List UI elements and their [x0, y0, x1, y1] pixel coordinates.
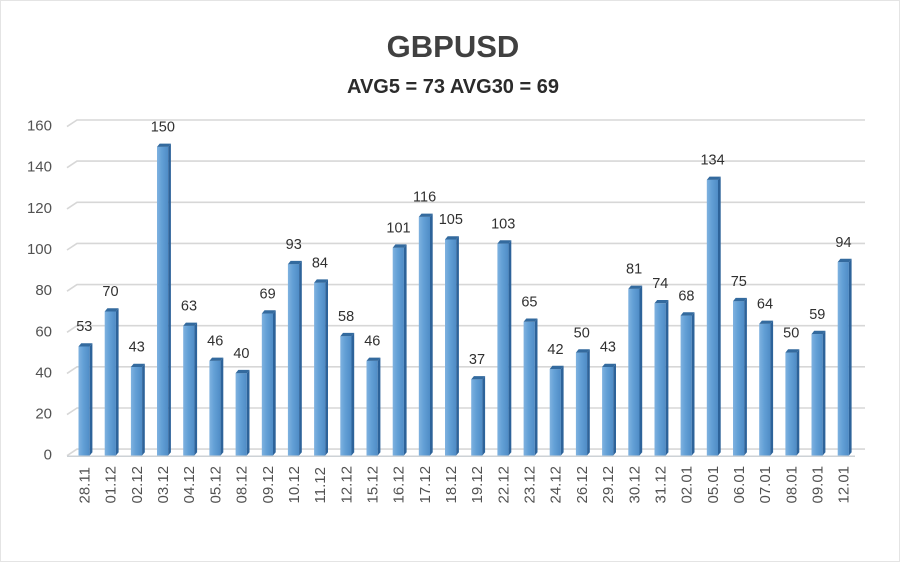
svg-text:08.12: 08.12 [234, 466, 251, 504]
svg-text:84: 84 [312, 255, 328, 271]
svg-text:60: 60 [35, 323, 52, 340]
svg-text:43: 43 [600, 340, 616, 356]
svg-text:12.01: 12.01 [836, 466, 853, 504]
svg-text:160: 160 [27, 118, 52, 135]
svg-text:02.01: 02.01 [679, 466, 696, 504]
svg-text:105: 105 [439, 212, 463, 228]
svg-text:40: 40 [35, 364, 52, 381]
svg-text:93: 93 [286, 237, 302, 253]
svg-text:24.12: 24.12 [548, 466, 565, 504]
svg-text:03.12: 03.12 [155, 466, 172, 504]
svg-text:07.01: 07.01 [757, 466, 774, 504]
svg-text:68: 68 [678, 288, 694, 304]
svg-text:94: 94 [835, 235, 851, 251]
svg-text:64: 64 [757, 297, 773, 313]
svg-text:100: 100 [27, 241, 52, 258]
svg-text:37: 37 [469, 352, 485, 368]
svg-text:29.12: 29.12 [600, 466, 617, 504]
svg-text:15.12: 15.12 [365, 466, 382, 504]
svg-text:116: 116 [413, 190, 436, 206]
svg-text:120: 120 [27, 200, 52, 217]
svg-text:58: 58 [338, 309, 354, 325]
svg-text:46: 46 [207, 334, 223, 350]
svg-text:50: 50 [783, 325, 799, 341]
svg-text:70: 70 [102, 284, 118, 300]
svg-text:06.01: 06.01 [731, 466, 748, 504]
svg-text:46: 46 [364, 334, 380, 350]
svg-text:01.12: 01.12 [103, 466, 120, 504]
svg-text:65: 65 [521, 295, 537, 311]
svg-text:10.12: 10.12 [286, 466, 303, 504]
svg-text:63: 63 [181, 299, 197, 315]
svg-text:43: 43 [129, 340, 145, 356]
svg-text:31.12: 31.12 [653, 466, 670, 504]
svg-text:103: 103 [491, 216, 515, 232]
svg-text:08.01: 08.01 [783, 466, 800, 504]
svg-text:05.12: 05.12 [207, 466, 224, 504]
svg-text:53: 53 [76, 319, 92, 335]
svg-text:12.12: 12.12 [338, 466, 355, 504]
svg-text:81: 81 [626, 262, 642, 278]
svg-text:101: 101 [386, 220, 410, 236]
svg-text:50: 50 [574, 325, 590, 341]
svg-text:42: 42 [547, 342, 563, 358]
svg-text:16.12: 16.12 [391, 466, 408, 504]
svg-text:20: 20 [35, 406, 52, 423]
svg-text:23.12: 23.12 [522, 466, 539, 504]
svg-text:150: 150 [151, 120, 175, 136]
svg-text:22.12: 22.12 [495, 466, 512, 504]
svg-text:05.01: 05.01 [705, 466, 722, 504]
svg-text:02.12: 02.12 [129, 466, 146, 504]
svg-text:09.01: 09.01 [810, 466, 827, 504]
svg-text:74: 74 [652, 276, 668, 292]
svg-text:140: 140 [27, 159, 52, 176]
svg-text:19.12: 19.12 [469, 466, 486, 504]
svg-text:18.12: 18.12 [443, 466, 460, 504]
svg-text:17.12: 17.12 [417, 466, 434, 504]
svg-text:80: 80 [35, 282, 52, 299]
svg-text:28.11: 28.11 [77, 467, 94, 503]
svg-text:75: 75 [731, 274, 747, 290]
svg-text:0: 0 [44, 447, 52, 464]
svg-text:09.12: 09.12 [260, 466, 277, 504]
svg-text:30.12: 30.12 [626, 466, 643, 504]
svg-text:40: 40 [233, 346, 249, 362]
svg-text:26.12: 26.12 [574, 466, 591, 504]
svg-text:69: 69 [260, 286, 276, 302]
svg-text:134: 134 [700, 153, 724, 169]
svg-text:59: 59 [809, 307, 825, 323]
svg-text:11.12: 11.12 [312, 467, 329, 503]
svg-text:04.12: 04.12 [181, 466, 198, 504]
